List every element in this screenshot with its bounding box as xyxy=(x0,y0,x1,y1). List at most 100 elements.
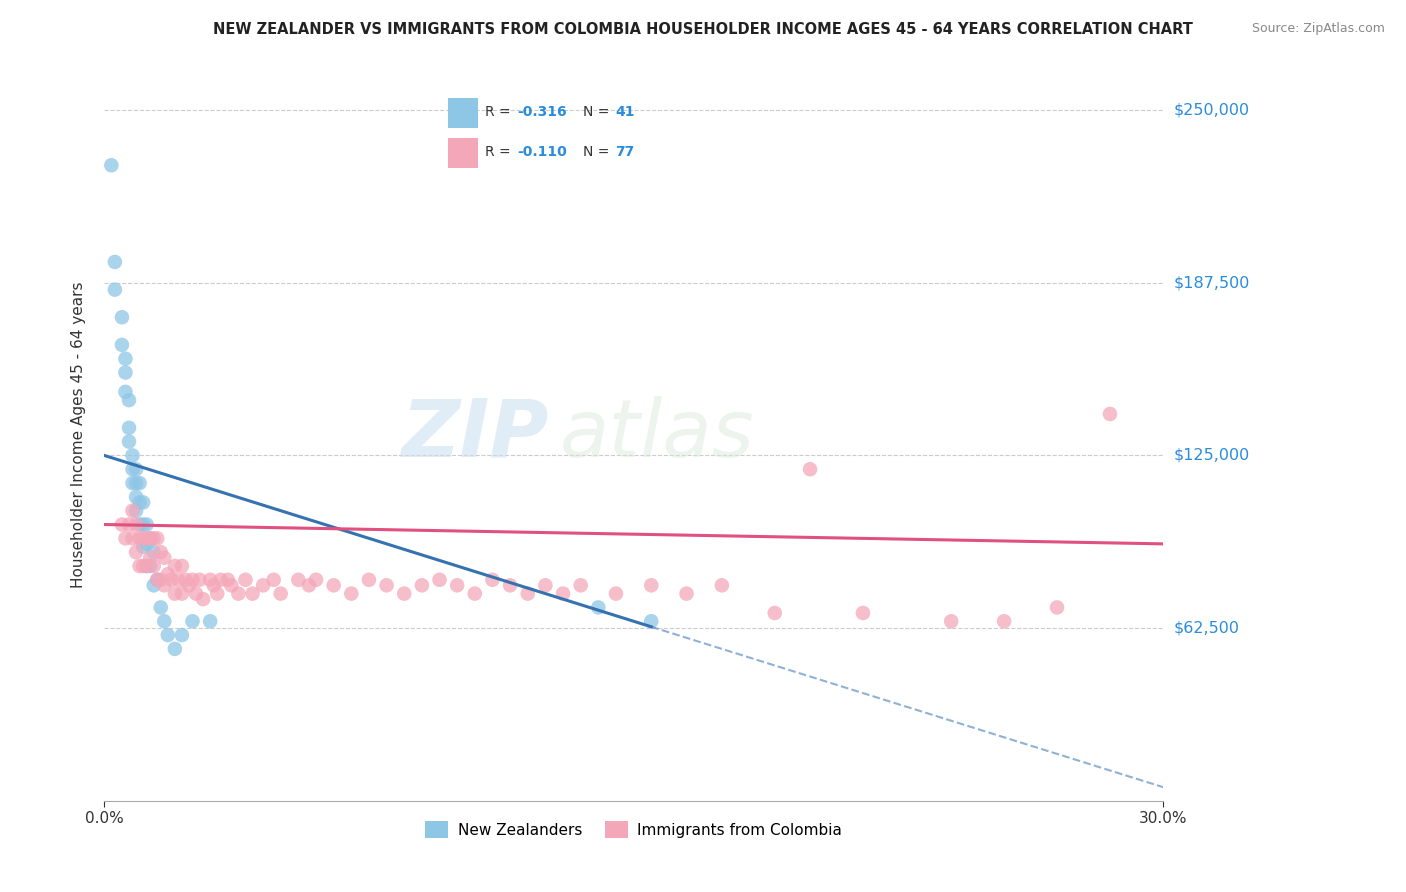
Point xyxy=(640,578,662,592)
Point xyxy=(153,578,176,592)
Point xyxy=(125,517,148,532)
Point xyxy=(128,495,150,509)
Point xyxy=(188,573,211,587)
Point xyxy=(170,628,193,642)
Point xyxy=(111,517,134,532)
Point xyxy=(446,578,468,592)
Point xyxy=(209,573,232,587)
Point xyxy=(128,558,150,573)
Point xyxy=(118,421,141,435)
Point xyxy=(228,586,250,600)
Point xyxy=(118,393,141,408)
Point xyxy=(852,606,875,620)
Point xyxy=(132,495,155,509)
Point xyxy=(125,476,148,491)
Point xyxy=(429,573,451,587)
Point xyxy=(640,614,662,628)
Point xyxy=(191,592,214,607)
Point xyxy=(270,586,292,600)
Point xyxy=(174,573,197,587)
Point xyxy=(160,573,183,587)
Point xyxy=(125,545,148,559)
Point xyxy=(605,586,627,600)
Point xyxy=(167,573,190,587)
Point xyxy=(139,532,162,546)
Point xyxy=(146,532,169,546)
Point xyxy=(142,545,165,559)
Point xyxy=(941,614,963,628)
Point xyxy=(149,545,172,559)
Point xyxy=(125,504,148,518)
Point xyxy=(135,537,157,551)
Legend: New Zealanders, Immigrants from Colombia: New Zealanders, Immigrants from Colombia xyxy=(419,814,848,845)
Point xyxy=(287,573,309,587)
Point xyxy=(156,567,179,582)
Point xyxy=(132,558,155,573)
Point xyxy=(121,532,143,546)
Point xyxy=(588,600,610,615)
Point xyxy=(142,578,165,592)
Point xyxy=(357,573,380,587)
Point xyxy=(252,578,274,592)
Point xyxy=(139,558,162,573)
Point xyxy=(114,384,136,399)
Point xyxy=(242,586,264,600)
Point xyxy=(170,558,193,573)
Point xyxy=(111,338,134,352)
Point xyxy=(135,558,157,573)
Text: ZIP: ZIP xyxy=(402,396,548,474)
Text: $62,500: $62,500 xyxy=(1174,621,1240,636)
Point xyxy=(375,578,398,592)
Point xyxy=(198,573,221,587)
Point xyxy=(675,586,697,600)
Point xyxy=(163,586,186,600)
Point xyxy=(177,578,200,592)
Point xyxy=(135,558,157,573)
Point xyxy=(139,550,162,565)
Point xyxy=(170,586,193,600)
Point xyxy=(135,517,157,532)
Point xyxy=(111,310,134,325)
Point xyxy=(128,517,150,532)
Point xyxy=(184,586,207,600)
Point xyxy=(121,504,143,518)
Point xyxy=(799,462,821,476)
Point xyxy=(340,586,363,600)
Text: $125,000: $125,000 xyxy=(1174,448,1250,463)
Point xyxy=(146,573,169,587)
Point xyxy=(128,476,150,491)
Point xyxy=(118,434,141,449)
Text: Source: ZipAtlas.com: Source: ZipAtlas.com xyxy=(1251,22,1385,36)
Point xyxy=(121,449,143,463)
Point xyxy=(411,578,433,592)
Point xyxy=(163,641,186,656)
Point xyxy=(139,532,162,546)
Point xyxy=(146,573,169,587)
Point xyxy=(298,578,321,592)
Point xyxy=(202,578,225,592)
Text: $187,500: $187,500 xyxy=(1174,276,1250,290)
Point xyxy=(1098,407,1121,421)
Point xyxy=(394,586,416,600)
Point xyxy=(114,532,136,546)
Point xyxy=(142,532,165,546)
Point xyxy=(156,628,179,642)
Point xyxy=(163,558,186,573)
Point xyxy=(481,573,503,587)
Text: $250,000: $250,000 xyxy=(1174,103,1250,118)
Point xyxy=(118,517,141,532)
Point xyxy=(235,573,257,587)
Point xyxy=(114,351,136,366)
Point xyxy=(464,586,486,600)
Point xyxy=(305,573,328,587)
Point xyxy=(121,476,143,491)
Point xyxy=(198,614,221,628)
Point xyxy=(135,532,157,546)
Point xyxy=(1046,600,1069,615)
Point xyxy=(149,573,172,587)
Point xyxy=(710,578,733,592)
Point xyxy=(132,517,155,532)
Point xyxy=(128,532,150,546)
Point xyxy=(534,578,557,592)
Point xyxy=(100,158,122,172)
